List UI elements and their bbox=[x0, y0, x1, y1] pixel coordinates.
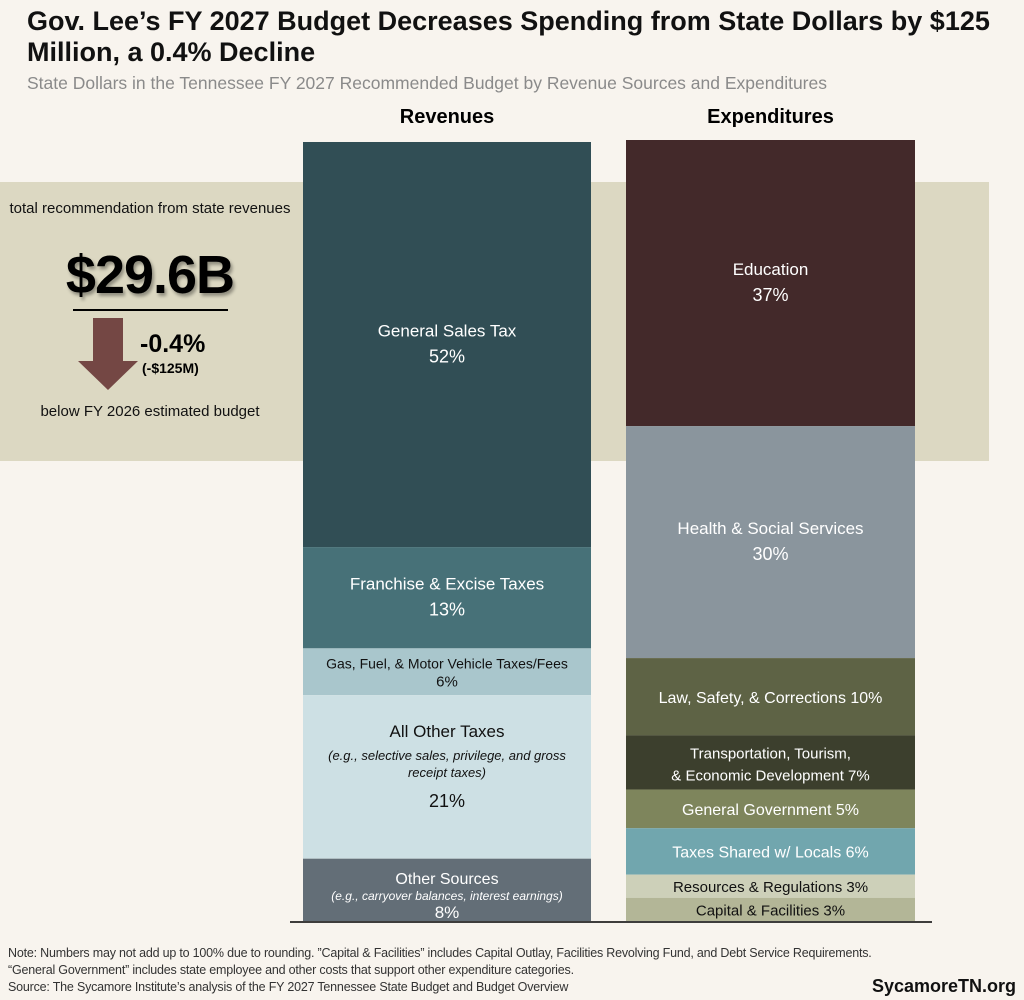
callout-total: $29.6B bbox=[65, 245, 235, 305]
bar-segment bbox=[303, 695, 591, 859]
segment-sublabel: (e.g., selective sales, privilege, and g… bbox=[328, 748, 566, 763]
segment-value: 13% bbox=[429, 600, 465, 620]
bar-segment bbox=[303, 142, 591, 548]
change-percent: -0.4% bbox=[140, 330, 206, 358]
column-header-expenditures: Expenditures bbox=[707, 106, 834, 128]
segment-label: Other Sources bbox=[395, 871, 498, 888]
bar-segment bbox=[303, 648, 591, 696]
bar-segment bbox=[626, 828, 915, 875]
segment-label: General Sales Tax bbox=[378, 322, 517, 341]
bar-segment bbox=[626, 735, 915, 790]
divider bbox=[73, 309, 228, 311]
bar-segment bbox=[626, 426, 915, 659]
chart-title: Gov. Lee’s FY 2027 Budget Decreases Spen… bbox=[27, 6, 990, 67]
bar-segment bbox=[626, 874, 915, 898]
segment-label: Education bbox=[733, 260, 809, 279]
segment-label: Gas, Fuel, & Motor Vehicle Taxes/Fees bbox=[326, 656, 568, 672]
segment-label: Capital & Facilities 3% bbox=[696, 902, 845, 919]
note-line: Note: Numbers may not add up to 100% due… bbox=[8, 946, 872, 960]
column-header-revenues: Revenues bbox=[399, 106, 495, 128]
bar-segment bbox=[626, 789, 915, 829]
note-line: “General Government” includes state empl… bbox=[8, 963, 574, 977]
callout-label: total recommendation from state revenues bbox=[9, 200, 291, 217]
segment-label: General Government 5% bbox=[682, 802, 859, 819]
segment-sublabel: receipt taxes) bbox=[408, 765, 486, 780]
down-arrow-icon bbox=[78, 318, 138, 390]
bar-segment bbox=[303, 547, 591, 649]
segment-label: Health & Social Services bbox=[677, 519, 863, 538]
source-line: Source: The Sycamore Institute’s analysi… bbox=[8, 980, 569, 994]
segment-value: 52% bbox=[429, 347, 465, 367]
comparison-text: below FY 2026 estimated budget bbox=[40, 403, 260, 420]
segment-value: 21% bbox=[429, 791, 465, 811]
change-amount: (-$125M) bbox=[142, 360, 199, 376]
segment-label: Franchise & Excise Taxes bbox=[350, 575, 544, 594]
brand-logo: SycamoreTN.org bbox=[871, 976, 1016, 996]
bar-segment bbox=[626, 140, 915, 427]
bar-segment bbox=[626, 658, 915, 736]
segment-label: & Economic Development 7% bbox=[671, 767, 869, 784]
bar-segment bbox=[303, 858, 591, 921]
segment-value: 37% bbox=[752, 285, 788, 305]
chart-subtitle: State Dollars in the Tennessee FY 2027 R… bbox=[27, 73, 827, 93]
segment-label: Taxes Shared w/ Locals 6% bbox=[672, 844, 869, 861]
segment-sublabel: (e.g., carryover balances, interest earn… bbox=[331, 889, 562, 903]
bar-segment bbox=[626, 897, 915, 921]
segment-label: Resources & Regulations 3% bbox=[673, 879, 868, 896]
segment-value: 6% bbox=[436, 674, 458, 691]
segment-label: Transportation, Tourism, bbox=[690, 745, 851, 762]
segment-label: Law, Safety, & Corrections 10% bbox=[659, 690, 883, 707]
segment-value: 30% bbox=[752, 544, 788, 564]
segment-label: All Other Taxes bbox=[390, 722, 505, 741]
footnotes: Note: Numbers may not add up to 100% due… bbox=[8, 945, 872, 996]
segment-value: 8% bbox=[435, 903, 460, 922]
